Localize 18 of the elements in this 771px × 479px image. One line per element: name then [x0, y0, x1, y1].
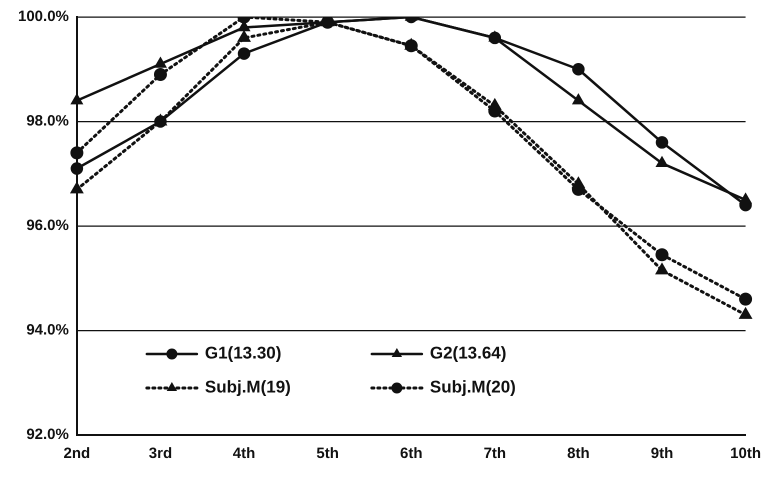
y-tick-label: 98.0% — [26, 112, 69, 130]
x-tick-label: 9th — [650, 445, 674, 462]
x-tick-label: 8th — [567, 445, 590, 462]
y-tick-label: 96.0% — [26, 217, 69, 234]
legend-label: Subj.M(20) — [430, 378, 516, 397]
x-tick-label: 7th — [484, 445, 506, 462]
y-tick-label: 94.0% — [26, 322, 69, 339]
legend-label: Subj.M(19) — [204, 378, 291, 397]
y-tick-label: 100.0% — [18, 8, 69, 26]
x-tick-label: 6th — [400, 445, 422, 462]
y-tick-label: 92.0% — [26, 426, 69, 444]
x-tick-label: 2nd — [64, 445, 90, 462]
x-tick-label: 10th — [730, 445, 761, 462]
x-tick-label: 4th — [232, 445, 256, 462]
legend-label: G1(13.30) — [204, 344, 282, 363]
legend-label: G2(13.64) — [430, 344, 506, 363]
x-tick-label: 3rd — [148, 445, 172, 462]
x-tick-label: 5th — [316, 445, 339, 462]
